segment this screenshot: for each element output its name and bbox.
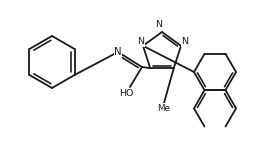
Text: N: N bbox=[181, 37, 188, 46]
Text: N: N bbox=[156, 20, 163, 29]
Text: Me: Me bbox=[158, 104, 170, 113]
Text: N: N bbox=[114, 47, 122, 57]
Text: N: N bbox=[137, 37, 144, 46]
Text: HO: HO bbox=[119, 89, 133, 98]
